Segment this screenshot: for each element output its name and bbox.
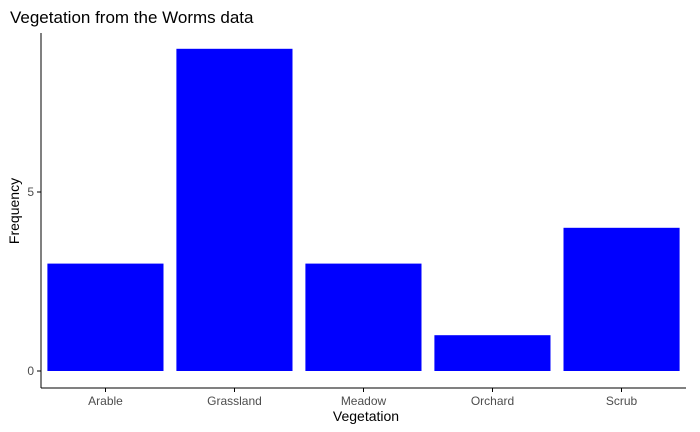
x-tick-label: Grassland	[207, 394, 262, 408]
bar-meadow	[305, 263, 422, 371]
chart-title: Vegetation from the Worms data	[10, 8, 254, 27]
x-axis-title: Vegetation	[333, 408, 399, 424]
bar-arable	[47, 263, 164, 371]
y-tick-label: 5	[27, 185, 34, 199]
bar-grassland	[176, 48, 293, 372]
x-ticks-group: Arable Grassland Meadow Orchard Scrub	[88, 388, 637, 408]
bar-orchard	[434, 335, 551, 371]
x-tick-label: Scrub	[606, 394, 638, 408]
x-tick-label: Meadow	[341, 394, 387, 408]
x-tick-label: Orchard	[471, 394, 514, 408]
x-tick-label: Arable	[88, 394, 123, 408]
y-tick-label: 0	[27, 364, 34, 378]
bars-group	[47, 48, 680, 372]
y-axis-title: Frequency	[6, 178, 22, 244]
y-ticks-group: 05	[27, 185, 41, 378]
bar-scrub	[563, 227, 680, 371]
